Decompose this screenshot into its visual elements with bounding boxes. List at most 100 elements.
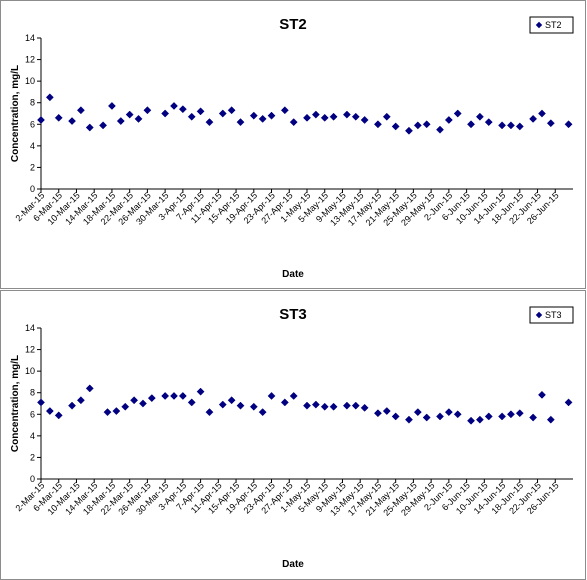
- data-point-st3: [227, 396, 236, 405]
- y-tick-label: 2: [30, 162, 35, 172]
- data-point-st2: [178, 105, 187, 114]
- data-point-st2: [161, 109, 170, 118]
- data-point-st3: [498, 412, 507, 421]
- chart-st2-svg: ST2024681012142-Mar-156-Mar-1510-Mar-151…: [10, 16, 574, 280]
- data-point-st2: [289, 118, 298, 127]
- y-tick-label: 12: [25, 55, 35, 65]
- data-point-st3: [249, 402, 258, 411]
- y-tick-label: 10: [25, 76, 35, 86]
- chart-panel-st3: ST3 0 2 4 6 8 10 12 14 2-Mar-15 6-Mar-15 10-Mar-15 1…: [0, 290, 586, 580]
- data-point-st3: [467, 416, 475, 425]
- data-point-st3: [280, 398, 289, 407]
- legend-box: [529, 16, 574, 34]
- data-point-st3: [564, 398, 573, 407]
- data-point-st2: [351, 112, 360, 121]
- data-point-st2: [467, 120, 475, 129]
- data-point-st2: [360, 116, 369, 124]
- data-point-st3: [529, 413, 538, 422]
- data-point-st2: [236, 118, 245, 127]
- data-point-st3: [205, 408, 214, 417]
- y-axis-label: Concentration, mg/L: [10, 65, 21, 162]
- data-point-st2: [453, 109, 462, 118]
- data-point-st2: [205, 118, 214, 127]
- x-axis-label: Date: [282, 559, 304, 570]
- data-point-st2: [413, 121, 422, 130]
- data-point-st2: [564, 120, 573, 129]
- data-point-st2: [68, 117, 76, 126]
- data-point-st3: [85, 384, 94, 393]
- data-point-st3: [342, 401, 351, 410]
- data-point-st3: [360, 403, 369, 412]
- data-point-st2: [538, 109, 546, 118]
- data-point-st3: [289, 391, 298, 400]
- data-point-st2: [444, 116, 453, 124]
- data-point-st3: [130, 396, 139, 405]
- data-point-st2: [107, 101, 116, 110]
- data-point-st3: [236, 401, 245, 410]
- data-point-st2: [484, 118, 493, 127]
- data-point-st2: [116, 117, 125, 126]
- data-point-st3: [45, 407, 54, 416]
- data-point-st2: [382, 112, 391, 121]
- data-point-st3: [76, 396, 85, 405]
- data-point-st3: [436, 412, 444, 421]
- data-point-st2: [436, 125, 444, 134]
- data-point-st2: [196, 107, 205, 116]
- y-tick-label: 0: [30, 184, 35, 194]
- data-point-st2: [218, 109, 227, 118]
- data-point-st3: [444, 408, 453, 417]
- data-point-st2: [45, 93, 54, 102]
- y-tick-label: 12: [25, 345, 35, 355]
- y-tick-label: 10: [25, 366, 35, 376]
- data-point-st3: [112, 407, 121, 416]
- data-point-st2: [258, 114, 267, 123]
- data-point-st2: [170, 101, 178, 110]
- data-point-st3: [320, 402, 329, 411]
- data-point-st3: [391, 412, 400, 421]
- data-point-st2: [546, 119, 555, 128]
- data-point-st2: [54, 113, 63, 122]
- y-tick-label: 8: [30, 388, 35, 398]
- data-point-st3: [147, 394, 156, 403]
- data-point-st3: [258, 408, 267, 417]
- data-point-st2: [85, 123, 94, 132]
- data-point-st2: [422, 120, 431, 129]
- data-point-st3: [329, 402, 338, 411]
- data-point-st3: [196, 387, 205, 396]
- data-point-st3: [187, 398, 196, 407]
- data-point-st3: [405, 415, 413, 424]
- data-point-st2: [303, 113, 311, 122]
- data-point-st2: [76, 106, 85, 115]
- data-point-st2: [498, 121, 507, 130]
- data-point-st2: [506, 121, 515, 130]
- data-point-st2: [391, 122, 400, 131]
- data-point-st2: [475, 112, 484, 121]
- legend-marker: [535, 21, 543, 29]
- chart-title: ST2: [279, 16, 307, 33]
- data-point-st3: [422, 413, 431, 422]
- legend-marker: [535, 311, 543, 319]
- data-point-st2: [99, 121, 108, 130]
- data-point-st2: [37, 116, 45, 124]
- y-tick-label: 6: [30, 409, 35, 419]
- data-point-st3: [413, 408, 422, 417]
- y-tick-label: 4: [30, 431, 35, 441]
- data-point-st3: [546, 415, 555, 424]
- data-point-st2: [311, 110, 320, 119]
- data-point-st3: [139, 399, 147, 408]
- data-point-st3: [303, 401, 311, 410]
- y-tick-label: 2: [30, 452, 35, 462]
- data-point-st3: [37, 398, 45, 407]
- data-point-st2: [329, 112, 338, 121]
- data-point-st2: [342, 110, 351, 119]
- legend-label: ST3: [545, 310, 562, 320]
- data-point-st2: [267, 111, 276, 120]
- data-point-st2: [143, 106, 152, 115]
- data-point-st3: [373, 409, 382, 418]
- data-point-st3: [515, 409, 524, 418]
- data-point-st2: [529, 114, 538, 123]
- data-point-st3: [351, 401, 360, 410]
- data-point-st2: [515, 122, 524, 131]
- y-tick-label: 0: [30, 474, 35, 484]
- chart-panel-st2: ST2 0 2 4 6 8 10 12 14 2-Mar-15 6-Mar-15 10-Mar-15 1…: [0, 0, 586, 289]
